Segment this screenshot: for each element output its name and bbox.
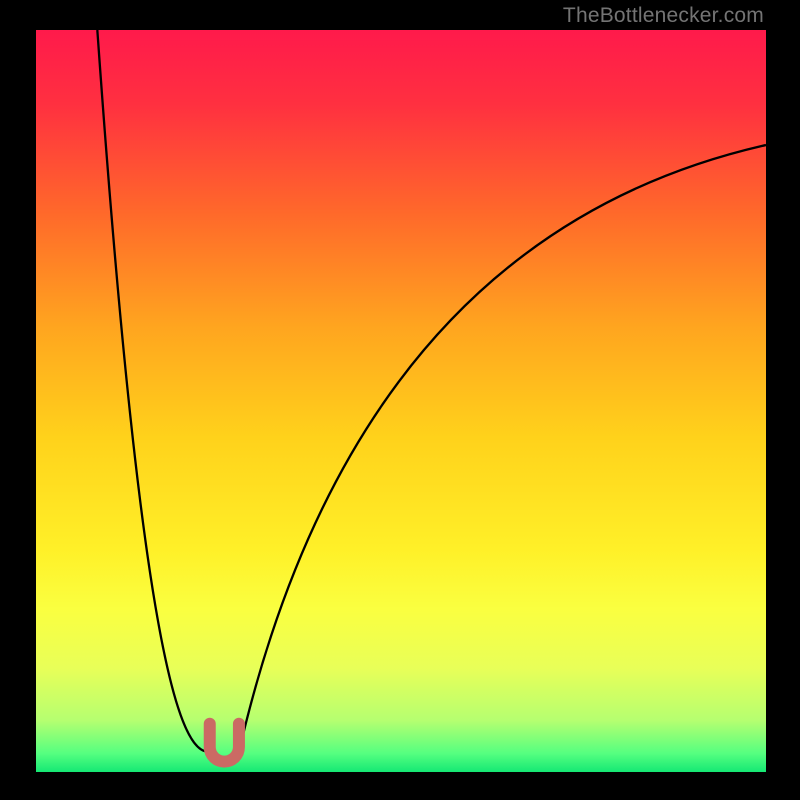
chart-wrapper: { "watermark": { "text": "TheBottlenecke… [0, 0, 800, 800]
watermark-text: TheBottlenecker.com [563, 4, 764, 28]
bottleneck-chart [36, 30, 766, 772]
chart-background [36, 30, 766, 772]
